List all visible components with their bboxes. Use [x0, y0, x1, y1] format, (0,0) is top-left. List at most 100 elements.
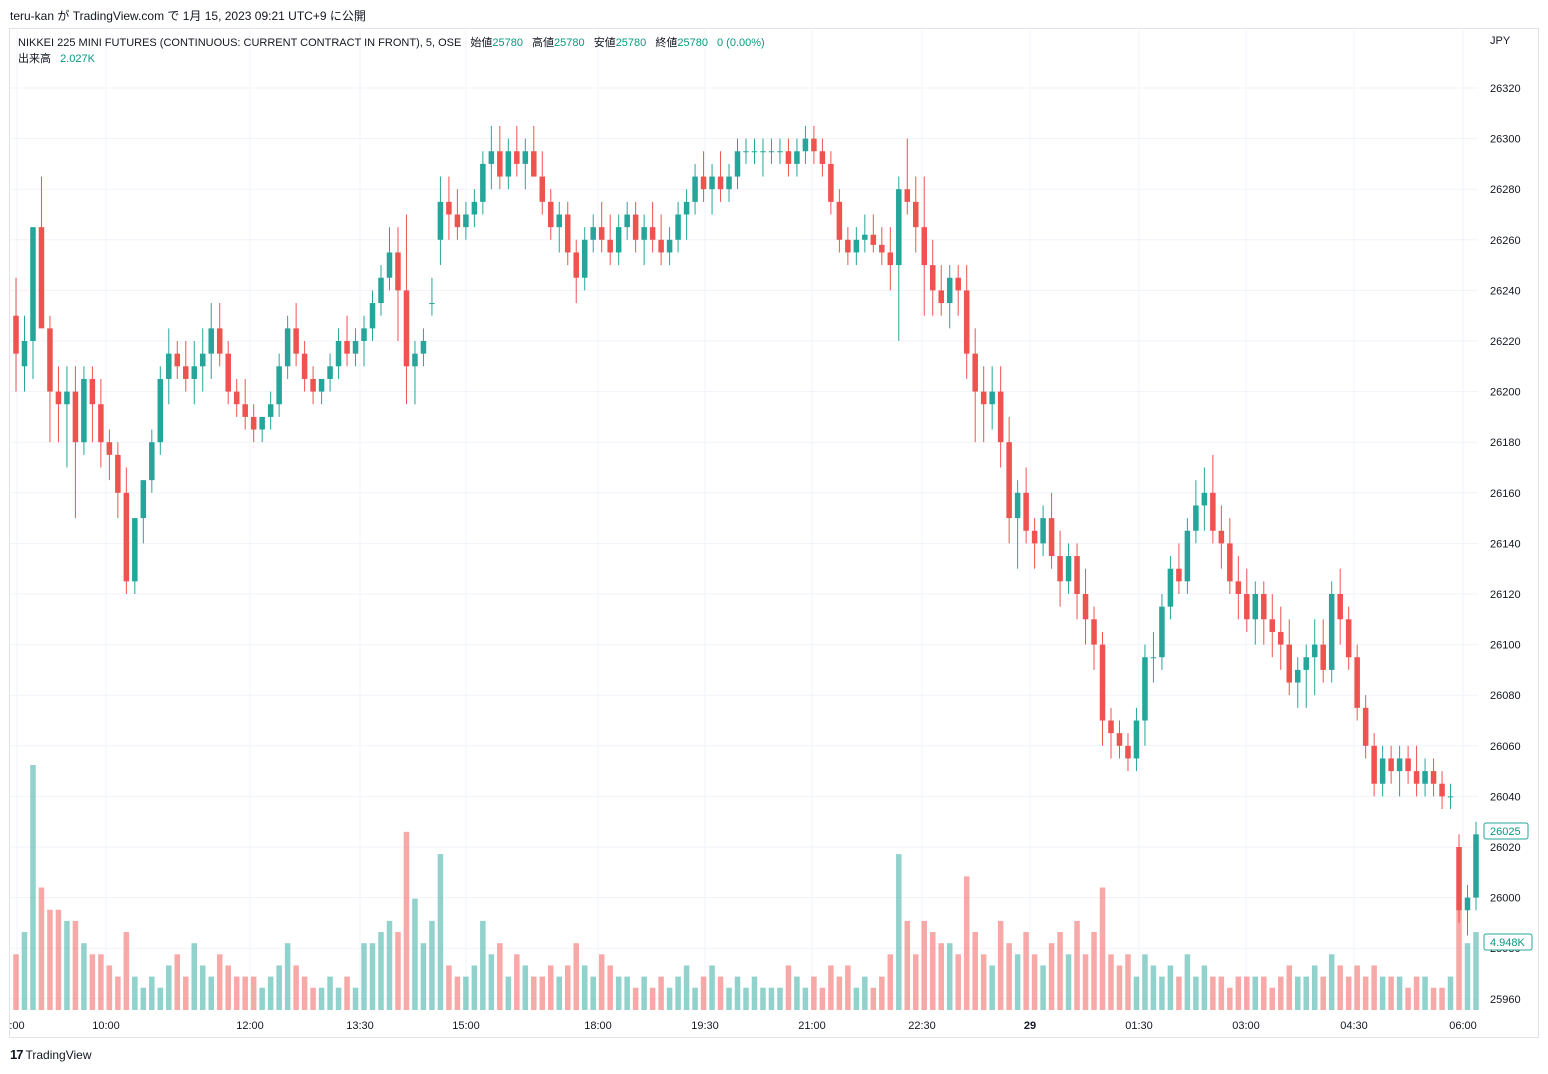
volume-bar: [921, 920, 928, 1010]
volume-bar: [1286, 965, 1293, 1010]
y-tick-label: 26300: [1490, 134, 1521, 146]
candle-body: [777, 151, 783, 153]
volume-bar: [1405, 987, 1411, 1010]
volume-bar: [1371, 965, 1377, 1010]
candle-body: [276, 366, 282, 405]
price-axis[interactable]: JPY 26320 26300 26280 26260 26240 26220 26200 2…: [1490, 35, 1521, 1006]
candle-body: [1354, 657, 1360, 708]
volume-bar: [997, 920, 1004, 1010]
candle-body: [1227, 543, 1233, 582]
volume-bar: [598, 954, 605, 1010]
candle-body: [1379, 758, 1386, 784]
volume-bar: [802, 987, 809, 1010]
volume-bar: [1116, 965, 1123, 1010]
candle-body: [361, 328, 367, 341]
y-tick-label: 26100: [1490, 640, 1521, 652]
last-value-labels: 26025 4.948K: [1483, 822, 1533, 951]
candle-body: [666, 239, 673, 253]
volume-bar: [777, 987, 783, 1010]
candle-body: [463, 214, 469, 228]
volume-bar: [794, 976, 800, 1010]
volume-bar: [267, 976, 274, 1010]
candle-body: [828, 163, 834, 202]
candle-body: [259, 416, 265, 430]
volume-bar: [929, 932, 936, 1010]
x-tick-label: 15:00: [452, 1020, 480, 1032]
candle-body: [1320, 644, 1326, 670]
volume-bar: [989, 965, 995, 1010]
candle-body: [378, 277, 384, 304]
candle-body: [1464, 897, 1471, 911]
candle-body: [590, 227, 596, 240]
volume-bar: [785, 965, 792, 1010]
candle-body: [1091, 619, 1097, 645]
volume-bar: [556, 976, 563, 1010]
candle-body: [709, 176, 715, 190]
candle-body: [564, 214, 571, 253]
volume-bar: [123, 932, 130, 1010]
volume-bar: [1388, 976, 1394, 1010]
grid-lines: [10, 30, 1478, 1010]
candle-body: [1159, 606, 1165, 658]
volume-bar: [199, 965, 206, 1010]
candle-body: [1439, 783, 1445, 797]
volume-bar: [768, 987, 775, 1010]
volume-bar: [191, 943, 198, 1010]
candle-body: [836, 201, 843, 240]
volume-bar: [1447, 976, 1454, 1010]
volume-bar: [1430, 987, 1437, 1010]
candle-body: [1074, 556, 1080, 594]
candle-body: [1099, 644, 1106, 721]
volume-bar: [1456, 909, 1462, 1010]
volume-bar: [386, 920, 393, 1010]
candle-body: [1125, 745, 1131, 759]
candle-body: [675, 214, 681, 240]
volume-bar: [1201, 965, 1208, 1010]
volume-bar: [352, 987, 359, 1010]
candle-body: [811, 138, 817, 152]
volume-bar: [1328, 954, 1335, 1010]
volume-bars: [13, 765, 1479, 1010]
chart-frame[interactable]: [9, 28, 1539, 1038]
candle-body: [743, 151, 749, 153]
candle-body: [853, 239, 860, 253]
last-volume-box: [1483, 933, 1533, 951]
time-axis[interactable]: :00 10:00 12:00 13:30 15:00 18:00 19:30 21:00 22…: [9, 1020, 1476, 1032]
candle-body: [1193, 505, 1199, 531]
volume-bar: [717, 976, 724, 1010]
volume-bar: [624, 976, 630, 1010]
candle-body: [386, 252, 393, 278]
volume-bar: [581, 965, 588, 1010]
volume-bar: [437, 854, 444, 1010]
legend-symbol[interactable]: NIKKEI 225 MINI FUTURES (CONTINUOUS: CUR…: [18, 37, 462, 49]
legend-ohlc-row: NIKKEI 225 MINI FUTURES (CONTINUOUS: CUR…: [18, 35, 765, 51]
volume-bar: [395, 932, 401, 1010]
candle-body: [904, 189, 911, 202]
volume-bar: [675, 976, 681, 1010]
candle-body: [233, 391, 240, 405]
candle-body: [1456, 847, 1462, 911]
volume-bar: [1303, 976, 1309, 1010]
currency-label: JPY: [1490, 35, 1511, 47]
legend-open-label: 始値: [470, 37, 493, 49]
volume-bar: [463, 976, 469, 1010]
candle-body: [1057, 556, 1063, 582]
volume-bar: [564, 965, 571, 1010]
candle-body: [1413, 771, 1420, 784]
candle-body: [72, 391, 79, 443]
candle-body: [98, 404, 104, 443]
candle-body: [132, 518, 138, 582]
volume-bar: [140, 987, 147, 1010]
footer-brand[interactable]: 17 TradingView: [10, 1047, 92, 1062]
volume-bar: [1269, 987, 1276, 1010]
volume-bar: [853, 987, 860, 1010]
volume-bar: [81, 943, 87, 1010]
volume-bar: [743, 987, 749, 1010]
volume-bar: [183, 976, 189, 1010]
candle-body: [1218, 530, 1225, 544]
candle-body: [1311, 644, 1318, 658]
candle-body: [216, 328, 223, 354]
candle-body: [106, 442, 113, 455]
candle-body: [344, 341, 350, 354]
